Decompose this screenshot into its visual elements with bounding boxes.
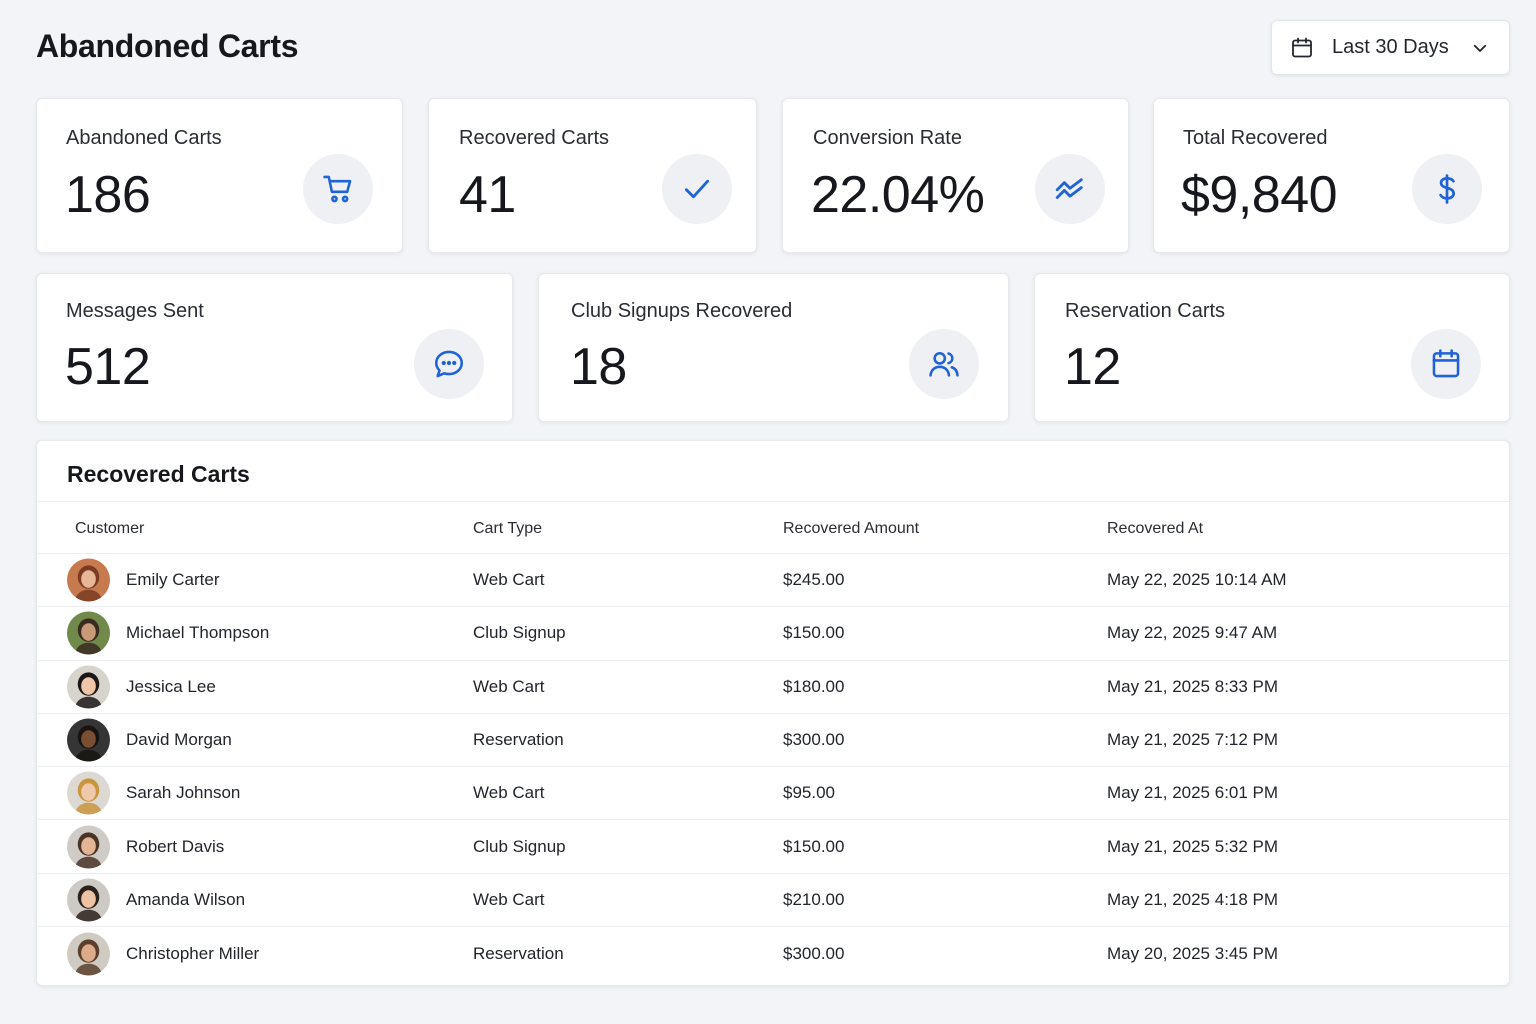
date-range-label: Last 30 Days bbox=[1332, 36, 1449, 58]
cart-type: Web Cart bbox=[473, 676, 545, 696]
cart-type: Reservation bbox=[473, 943, 564, 963]
avatar bbox=[67, 611, 110, 655]
avatar bbox=[67, 771, 110, 815]
dollar-icon bbox=[1412, 154, 1482, 224]
chevron-down-icon bbox=[1471, 39, 1489, 57]
cart-type: Club Signup bbox=[473, 836, 566, 856]
column-header-recovered-amount[interactable]: Recovered Amount bbox=[783, 520, 920, 537]
table-row[interactable]: Robert Davis Club Signup $150.00 May 21, 20… bbox=[37, 820, 1509, 874]
recovered-carts-table: Recovered Carts Customer Cart Type Recov… bbox=[36, 440, 1510, 986]
avatar bbox=[67, 878, 110, 922]
table-row[interactable]: Jessica Lee Web Cart $180.00 May 21, 2025 8… bbox=[37, 661, 1509, 714]
stat-label: Club Signups Recovered bbox=[571, 300, 793, 322]
recovered-at: May 21, 2025 5:32 PM bbox=[1107, 836, 1279, 856]
recovered-at: May 21, 2025 6:01 PM bbox=[1107, 783, 1279, 803]
recovered-at: May 21, 2025 7:12 PM bbox=[1107, 730, 1279, 750]
cart-type: Club Signup bbox=[473, 623, 566, 643]
avatar bbox=[67, 718, 110, 762]
recovered-amount: $150.00 bbox=[783, 623, 845, 643]
stat-value: $9,840 bbox=[1181, 166, 1338, 224]
stat-value: 41 bbox=[459, 166, 516, 224]
customer-name: Jessica Lee bbox=[126, 676, 216, 696]
recovered-at: May 21, 2025 4:18 PM bbox=[1107, 889, 1279, 909]
stat-card-reservation-carts: Reservation Carts 12 bbox=[1034, 273, 1510, 422]
avatar bbox=[67, 665, 110, 709]
column-header-recovered-at[interactable]: Recovered At bbox=[1107, 520, 1204, 537]
customer-name: Robert Davis bbox=[126, 836, 225, 856]
table-row[interactable]: Sarah Johnson Web Cart $95.00 May 21, 2025 … bbox=[37, 767, 1509, 821]
stat-card-club-signups: Club Signups Recovered 18 bbox=[538, 273, 1009, 422]
recovered-at: May 20, 2025 3:45 PM bbox=[1107, 943, 1279, 963]
avatar bbox=[67, 932, 110, 976]
stat-card-abandoned-carts: Abandoned Carts 186 bbox=[36, 98, 403, 253]
page-title: Abandoned Carts bbox=[36, 28, 299, 64]
date-range-dropdown[interactable]: Last 30 Days bbox=[1271, 20, 1510, 75]
recovered-amount: $300.00 bbox=[783, 943, 845, 963]
customer-name: David Morgan bbox=[126, 730, 232, 750]
avatar bbox=[67, 558, 110, 602]
cart-type: Web Cart bbox=[473, 783, 545, 803]
avatar bbox=[67, 825, 110, 869]
table-body: Emily Carter Web Cart $245.00 May 22, 2025 … bbox=[37, 554, 1509, 980]
chat-icon bbox=[414, 329, 484, 399]
stat-label: Recovered Carts bbox=[459, 127, 610, 149]
stat-value: 12 bbox=[1064, 338, 1121, 396]
stat-card-messages-sent: Messages Sent 512 bbox=[36, 273, 513, 422]
table-header: Customer Cart Type Recovered Amount Reco… bbox=[37, 501, 1509, 554]
recovered-amount: $150.00 bbox=[783, 836, 845, 856]
trend-icon bbox=[1035, 154, 1105, 224]
table-row[interactable]: Amanda Wilson Web Cart $210.00 May 21, 2025… bbox=[37, 874, 1509, 928]
column-header-customer[interactable]: Customer bbox=[75, 520, 145, 537]
stat-value: 186 bbox=[65, 166, 151, 224]
recovered-amount: $180.00 bbox=[783, 676, 845, 696]
stat-card-conversion-rate: Conversion Rate 22.04% bbox=[782, 98, 1129, 253]
cart-type: Reservation bbox=[473, 730, 564, 750]
customer-name: Christopher Miller bbox=[126, 943, 260, 963]
stat-label: Abandoned Carts bbox=[66, 127, 222, 149]
table-row[interactable]: David Morgan Reservation $300.00 May 21, 20… bbox=[37, 714, 1509, 768]
calendar-icon bbox=[1290, 36, 1314, 60]
customer-name: Amanda Wilson bbox=[126, 889, 246, 909]
column-header-cart-type[interactable]: Cart Type bbox=[473, 520, 543, 537]
recovered-amount: $300.00 bbox=[783, 730, 845, 750]
table-row[interactable]: Michael Thompson Club Signup $150.00 May 22… bbox=[37, 607, 1509, 661]
recovered-amount: $95.00 bbox=[783, 783, 835, 803]
stat-label: Reservation Carts bbox=[1065, 300, 1226, 322]
calendar-icon bbox=[1411, 329, 1481, 399]
stat-label: Total Recovered bbox=[1183, 127, 1328, 149]
users-icon bbox=[909, 329, 979, 399]
recovered-at: May 22, 2025 9:47 AM bbox=[1107, 623, 1278, 643]
stat-value: 512 bbox=[65, 338, 151, 396]
recovered-amount: $245.00 bbox=[783, 570, 845, 590]
customer-name: Michael Thompson bbox=[126, 623, 270, 643]
stat-label: Conversion Rate bbox=[813, 127, 962, 149]
table-row[interactable]: Christopher Miller Reservation $300.00 May … bbox=[37, 927, 1509, 980]
recovered-at: May 22, 2025 10:14 AM bbox=[1107, 570, 1287, 590]
stat-value: 18 bbox=[570, 338, 627, 396]
stat-label: Messages Sent bbox=[66, 300, 204, 322]
stat-value: 22.04% bbox=[811, 166, 985, 224]
cart-type: Web Cart bbox=[473, 570, 545, 590]
customer-name: Emily Carter bbox=[126, 570, 220, 590]
stat-card-total-recovered: Total Recovered $9,840 bbox=[1153, 98, 1510, 253]
stat-card-recovered-carts: Recovered Carts 41 bbox=[428, 98, 757, 253]
customer-name: Sarah Johnson bbox=[126, 783, 241, 803]
cart-type: Web Cart bbox=[473, 889, 545, 909]
recovered-amount: $210.00 bbox=[783, 889, 845, 909]
table-title: Recovered Carts bbox=[67, 461, 250, 487]
check-icon bbox=[662, 154, 732, 224]
cart-icon bbox=[303, 154, 373, 224]
table-row[interactable]: Emily Carter Web Cart $245.00 May 22, 2025 … bbox=[37, 554, 1509, 608]
recovered-at: May 21, 2025 8:33 PM bbox=[1107, 676, 1279, 696]
